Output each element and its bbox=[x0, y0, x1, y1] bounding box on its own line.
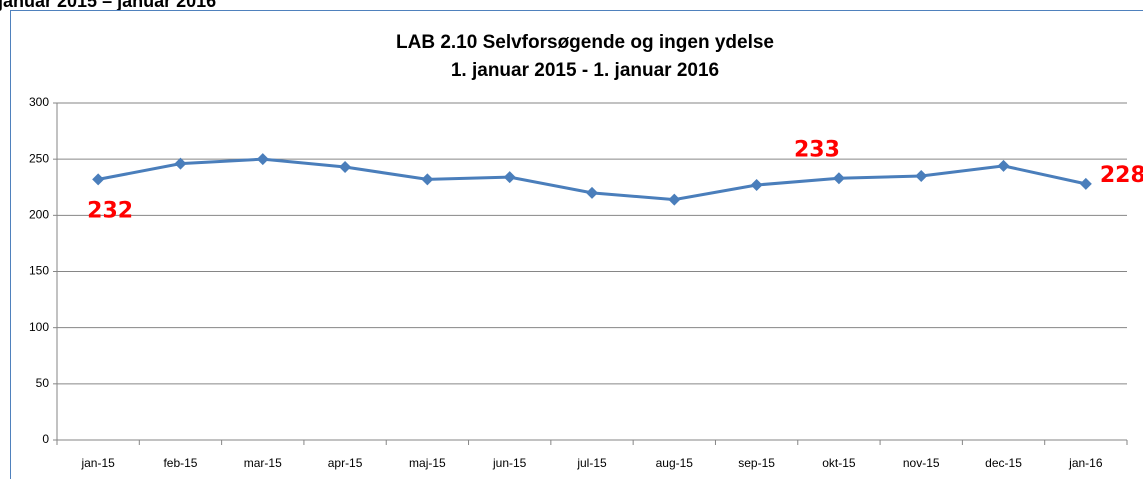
page-heading: januar 2015 – januar 2016 bbox=[0, 0, 216, 11]
chart-subtitle: 1. januar 2015 - 1. januar 2016 bbox=[451, 60, 719, 81]
x-tick-label: okt-15 bbox=[822, 456, 856, 470]
data-marker bbox=[832, 172, 845, 185]
data-marker bbox=[92, 173, 105, 186]
y-tick-label: 100 bbox=[29, 320, 49, 334]
data-marker bbox=[421, 173, 434, 186]
data-marker bbox=[256, 153, 269, 166]
y-tick-label: 50 bbox=[36, 376, 50, 390]
data-marker bbox=[668, 193, 681, 206]
y-tick-label: 0 bbox=[42, 432, 49, 446]
chart-title: LAB 2.10 Selvforsøgende og ingen ydelse bbox=[396, 32, 774, 53]
data-marker bbox=[503, 171, 516, 184]
x-tick-label: maj-15 bbox=[409, 456, 446, 470]
x-tick-label: mar-15 bbox=[244, 456, 282, 470]
data-marker bbox=[997, 159, 1010, 172]
value-label: 232 bbox=[87, 198, 133, 223]
x-tick-label: nov-15 bbox=[903, 456, 940, 470]
value-label: 233 bbox=[794, 137, 840, 162]
y-tick-label: 300 bbox=[29, 95, 49, 109]
data-marker bbox=[1079, 177, 1092, 190]
data-marker bbox=[339, 161, 352, 174]
x-tick-label: sep-15 bbox=[738, 456, 775, 470]
x-tick-label: jul-15 bbox=[576, 456, 607, 470]
data-marker bbox=[750, 179, 763, 192]
x-tick-label: dec-15 bbox=[985, 456, 1022, 470]
x-tick-label: jun-15 bbox=[492, 456, 527, 470]
x-tick-label: jan-15 bbox=[80, 456, 115, 470]
data-marker bbox=[915, 170, 928, 183]
y-tick-label: 200 bbox=[29, 208, 49, 222]
data-marker bbox=[586, 186, 598, 199]
data-marker bbox=[174, 157, 187, 170]
y-tick-label: 250 bbox=[29, 151, 49, 165]
value-label: 228 bbox=[1100, 163, 1143, 188]
x-tick-label: feb-15 bbox=[163, 456, 197, 470]
x-tick-label: aug-15 bbox=[656, 456, 694, 470]
y-tick-label: 150 bbox=[29, 264, 49, 278]
x-tick-label: jan-16 bbox=[1068, 456, 1103, 470]
x-tick-label: apr-15 bbox=[328, 456, 363, 470]
chart-frame bbox=[10, 10, 1143, 479]
